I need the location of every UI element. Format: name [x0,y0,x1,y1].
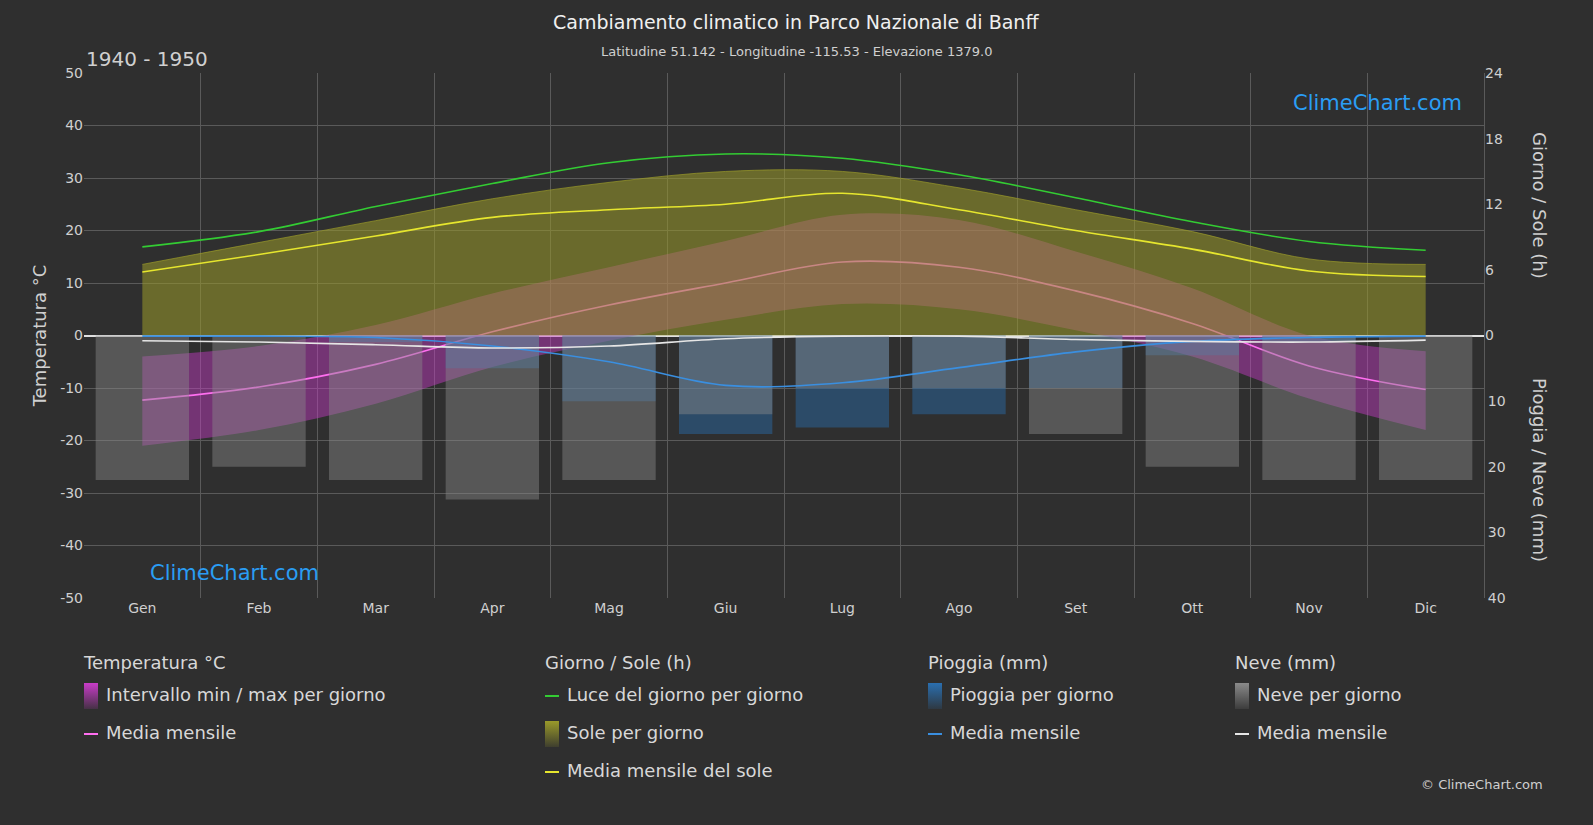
html-text:Giorno / Sole (h): Giorno / Sole (h) [545,652,692,673]
svg-text:0: 0 [74,327,83,343]
svg-text:© ClimeChart.com: © ClimeChart.com [1421,777,1543,792]
html-text:Temperatura °C: Temperatura °C [84,652,226,673]
svg-text:Mar: Mar [362,600,389,616]
html-text:Neve (mm): Neve (mm) [1235,652,1337,673]
svg-text:Feb: Feb [247,600,272,616]
svg-text:40: 40 [65,117,83,133]
svg-text:Apr: Apr [480,600,504,616]
svg-text:20: 20 [65,222,83,238]
svg-text:10: 10 [65,275,83,291]
svg-text:30: 30 [1488,524,1506,540]
html-text:Media mensile del sole: Media mensile del sole [567,760,773,781]
html-text:Media mensile: Media mensile [950,722,1081,743]
html-text:Luce del giorno per giorno: Luce del giorno per giorno [567,684,804,705]
svg-text:0: 0 [1485,327,1494,343]
svg-text:-20: -20 [60,432,83,448]
svg-text:Ott: Ott [1181,600,1204,616]
html-text:Pioggia (mm): Pioggia (mm) [928,652,1049,673]
svg-text:Latitudine 51.142 - Longitudin: Latitudine 51.142 - Longitudine -115.53 … [601,44,992,59]
svg-text:40: 40 [1488,590,1506,606]
svg-text:6: 6 [1485,262,1494,278]
svg-text:-30: -30 [60,485,83,501]
svg-text:Lug: Lug [830,600,855,616]
svg-text:Ago: Ago [945,600,972,616]
svg-text:Set: Set [1064,600,1088,616]
html-text:Neve per giorno: Neve per giorno [1257,684,1402,705]
svg-text:10: 10 [1488,393,1506,409]
svg-text:Cambiamento climatico in Parco: Cambiamento climatico in Parco Nazionale… [553,11,1039,33]
svg-text:ClimeChart.com: ClimeChart.com [150,561,319,585]
svg-text:12: 12 [1485,196,1503,212]
svg-text:Pioggia / Neve (mm): Pioggia / Neve (mm) [1529,378,1550,562]
svg-text:18: 18 [1485,131,1503,147]
html-text:Media mensile: Media mensile [1257,722,1388,743]
html-text:Media mensile: Media mensile [106,722,237,743]
svg-text:-40: -40 [60,537,83,553]
svg-text:ClimeChart.com: ClimeChart.com [1293,91,1462,115]
svg-text:50: 50 [65,65,83,81]
svg-text:Gen: Gen [128,600,156,616]
html-text:Sole per giorno: Sole per giorno [567,722,704,743]
svg-text:Mag: Mag [594,600,624,616]
svg-text:-10: -10 [60,380,83,396]
html-text:Pioggia per giorno: Pioggia per giorno [950,684,1114,705]
svg-text:Dic: Dic [1414,600,1436,616]
svg-text:24: 24 [1485,65,1503,81]
svg-text:Giorno / Sole (h): Giorno / Sole (h) [1529,132,1550,279]
svg-text:1940 - 1950: 1940 - 1950 [86,47,208,71]
svg-text:Giu: Giu [714,600,738,616]
svg-text:Temperatura °C: Temperatura °C [29,265,50,408]
svg-text:-50: -50 [60,590,83,606]
html-text:Intervallo min / max per giorn: Intervallo min / max per giorno [106,684,386,705]
svg-text:20: 20 [1488,459,1506,475]
svg-text:Nov: Nov [1295,600,1322,616]
svg-text:30: 30 [65,170,83,186]
